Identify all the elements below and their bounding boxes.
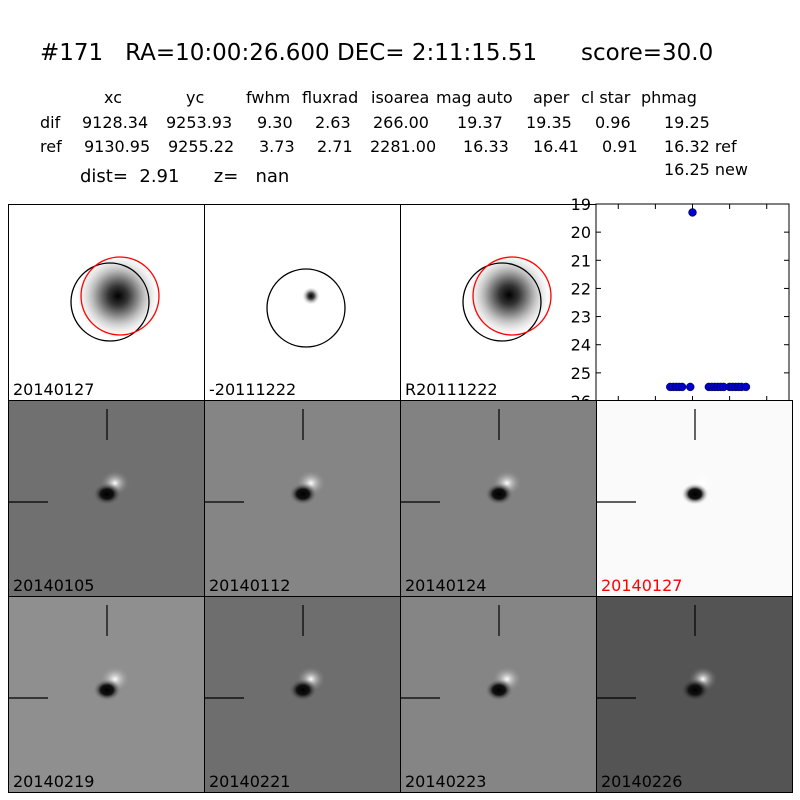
col-header-phmag: phmag bbox=[641, 88, 697, 107]
aperture-circle bbox=[70, 262, 150, 342]
y-tick-label: 23 bbox=[571, 308, 591, 327]
panel-label: 20140221 bbox=[209, 772, 291, 791]
table-cell: 16.33 bbox=[463, 137, 509, 156]
table-cell: 19.25 bbox=[664, 113, 710, 132]
data-point bbox=[686, 382, 695, 392]
new-mag-label: 16.25 new bbox=[664, 160, 748, 179]
y-tick-label: 19 bbox=[571, 196, 591, 214]
stamp-image bbox=[597, 409, 718, 505]
table-cell: 0.96 bbox=[595, 113, 631, 132]
row-name-ref: ref bbox=[40, 137, 62, 156]
y-tick-label: 25 bbox=[571, 364, 591, 383]
page-title: #171 RA=10:00:26.600 DEC= 2:11:15.51 sco… bbox=[40, 40, 714, 66]
plot-frame bbox=[595, 203, 790, 402]
stamp-image bbox=[462, 251, 553, 342]
negative-residual bbox=[681, 483, 709, 505]
stamp-image bbox=[401, 409, 522, 505]
row-name-dif: dif bbox=[40, 113, 61, 132]
table-cell: 19.37 bbox=[457, 113, 503, 132]
data-point bbox=[677, 382, 687, 392]
table-cell: 266.00 bbox=[373, 113, 429, 132]
negative-residual bbox=[485, 679, 513, 701]
table-cell: 9.30 bbox=[257, 113, 293, 132]
table-cell: 16.32 ref bbox=[664, 137, 737, 156]
stamp-image bbox=[9, 605, 130, 701]
y-tick-label: 20 bbox=[571, 223, 591, 242]
panel-label: -20111222 bbox=[209, 380, 297, 399]
panel-label: 20140124 bbox=[405, 576, 487, 595]
table-cell: 9128.34 bbox=[82, 113, 149, 132]
negative-residual bbox=[289, 483, 317, 505]
table-cell: 9255.22 bbox=[168, 137, 235, 156]
table-cell: 2.71 bbox=[317, 137, 353, 156]
y-tick-label: 24 bbox=[571, 336, 591, 355]
negative-residual bbox=[485, 483, 513, 505]
col-header-yc: yc bbox=[186, 88, 205, 107]
table-cell: 3.73 bbox=[259, 137, 295, 156]
cutout-panel: 20140127 bbox=[596, 400, 793, 597]
negative-residual bbox=[93, 483, 121, 505]
table-cell: 2281.00 bbox=[370, 137, 437, 156]
image-panel-new: 20140127 bbox=[8, 204, 205, 401]
negative-residual bbox=[681, 679, 709, 701]
table-cell: 19.35 bbox=[526, 113, 572, 132]
panel-label: 20140127 bbox=[13, 380, 95, 399]
panel-label: 20140219 bbox=[13, 772, 95, 791]
panel-label: 20140105 bbox=[13, 576, 95, 595]
cutout-panel: 20140124 bbox=[400, 400, 597, 597]
col-header-xc: xc bbox=[104, 88, 122, 107]
stamp-image bbox=[205, 605, 326, 701]
stamp-image bbox=[401, 605, 522, 701]
image-panel-diff: -20111222 bbox=[204, 204, 401, 401]
ref-aperture-circle bbox=[80, 256, 160, 336]
y-tick-label: 21 bbox=[571, 251, 591, 270]
cutout-panel: 20140226 bbox=[596, 596, 793, 793]
cutout-panel: 20140221 bbox=[204, 596, 401, 793]
table-cell: 16.41 bbox=[533, 137, 579, 156]
table-cell: 0.91 bbox=[602, 137, 638, 156]
cutout-panel: 20140112 bbox=[204, 400, 401, 597]
table-cell: 9130.95 bbox=[84, 137, 151, 156]
panel-label: 20140127 bbox=[601, 576, 683, 595]
image-panel-ref: R20111222 bbox=[400, 204, 597, 401]
aperture-circle bbox=[462, 262, 542, 342]
y-tick-label: 22 bbox=[571, 279, 591, 298]
cutout-panel: 20140223 bbox=[400, 596, 597, 793]
col-header-fwhm: fwhm bbox=[246, 88, 291, 107]
panel-label: 20140112 bbox=[209, 576, 291, 595]
cutout-panel: 20140219 bbox=[8, 596, 205, 793]
ref-aperture-circle bbox=[472, 256, 552, 336]
panel-label: 20140226 bbox=[601, 772, 683, 791]
panel-label: R20111222 bbox=[405, 380, 498, 399]
table-cell: 2.63 bbox=[315, 113, 351, 132]
cutout-panel: 20140105 bbox=[8, 400, 205, 597]
col-header-aper: aper bbox=[533, 88, 570, 107]
data-point bbox=[741, 382, 751, 392]
stamp-image bbox=[597, 605, 718, 701]
negative-residual bbox=[93, 679, 121, 701]
aperture-circle bbox=[266, 268, 346, 348]
light-curve-chart: 1920212223242526−100−50050100 bbox=[571, 196, 790, 423]
col-header-cl-star: cl star bbox=[581, 88, 631, 107]
stamp-image bbox=[70, 252, 162, 342]
panel-label: 20140223 bbox=[405, 772, 487, 791]
stamp-image bbox=[205, 409, 326, 505]
dist-readout: dist= 2.91 z= nan bbox=[80, 166, 290, 187]
stamp-image bbox=[9, 409, 130, 505]
col-header-isoarea: isoarea bbox=[371, 88, 430, 107]
data-point bbox=[688, 208, 697, 217]
table-cell: 9253.93 bbox=[166, 113, 233, 132]
col-header-mag-auto: mag auto bbox=[436, 88, 513, 107]
negative-residual bbox=[289, 679, 317, 701]
col-header-fluxrad: fluxrad bbox=[302, 88, 359, 107]
stamp-image bbox=[266, 268, 346, 348]
